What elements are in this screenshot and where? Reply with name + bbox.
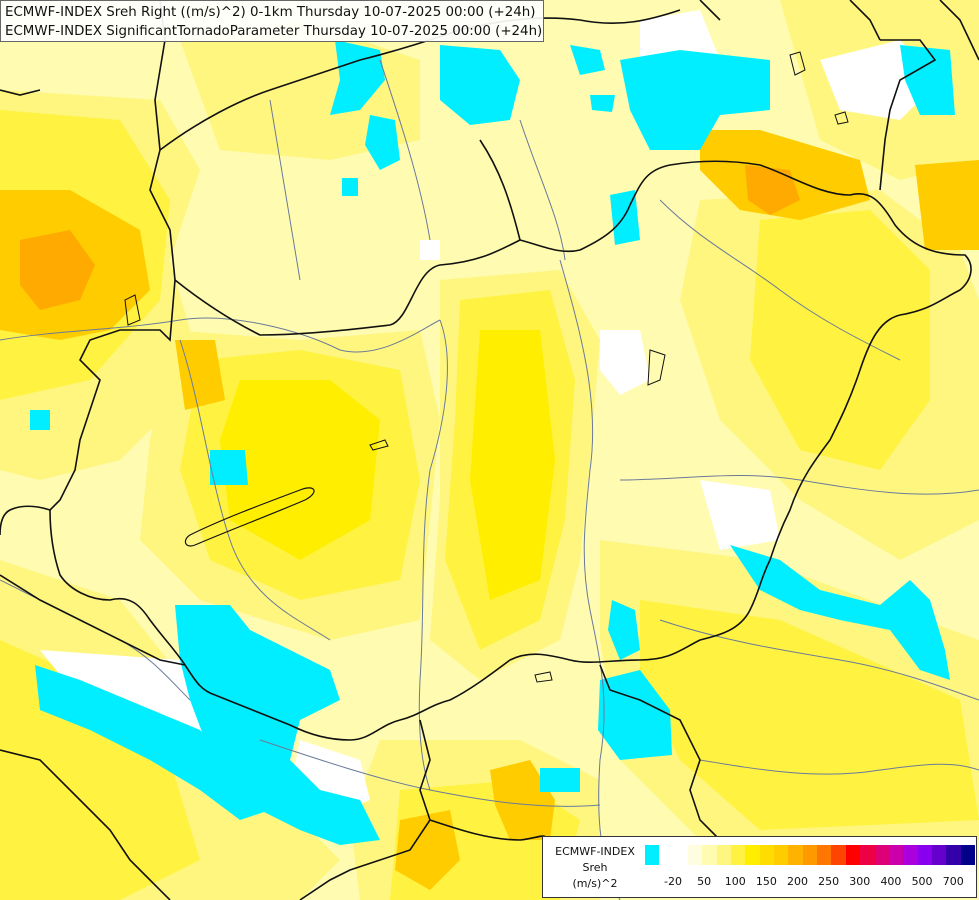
legend-ticks: -20 50 100 150 200 250 300 400 500 700 <box>645 875 975 891</box>
legend-swatch <box>745 845 760 865</box>
legend-swatch <box>731 845 746 865</box>
legend-swatch <box>931 845 947 865</box>
legend-tick-label: 100 <box>724 875 746 888</box>
outline-details <box>124 51 849 683</box>
legend-variable: Sreh <box>582 861 608 874</box>
legend-swatch <box>888 845 904 865</box>
legend-swatch <box>874 845 889 865</box>
legend-tick-label: 200 <box>787 875 809 888</box>
map-title-line2: ECMWF-INDEX SignificantTornadoParameter … <box>5 24 543 39</box>
legend-unit: (m/s)^2 <box>572 877 618 890</box>
legend-tick-label: 500 <box>911 875 933 888</box>
legend-swatch <box>903 845 918 865</box>
legend-swatch <box>917 845 932 865</box>
legend-swatches <box>645 845 975 865</box>
legend-swatch <box>645 845 660 865</box>
legend-swatch <box>845 845 861 865</box>
legend-tick-label: 400 <box>880 875 902 888</box>
color-legend: ECMWF-INDEX Sreh (m/s)^2 -20 50 100 150 200 2… <box>542 836 977 898</box>
legend-swatch <box>946 845 961 865</box>
legend-swatch <box>802 845 818 865</box>
lake-balaton <box>184 487 315 547</box>
legend-swatch <box>788 845 803 865</box>
legend-tick-label: 700 <box>942 875 964 888</box>
legend-tick-label: 150 <box>755 875 777 888</box>
legend-tick-label: 250 <box>818 875 840 888</box>
legend-swatch <box>860 845 875 865</box>
lake-small <box>369 439 389 451</box>
map-title-line1: ECMWF-INDEX Sreh Right ((m/s)^2) 0-1km T… <box>5 5 536 20</box>
orange-zones <box>0 130 979 890</box>
legend-swatch <box>659 845 674 865</box>
map-title-box: ECMWF-INDEX Sreh Right ((m/s)^2) 0-1km T… <box>0 0 544 42</box>
legend-swatch <box>774 845 789 865</box>
legend-tick-label: 300 <box>849 875 871 888</box>
legend-swatch <box>673 845 689 865</box>
legend-swatch <box>759 845 775 865</box>
legend-tick-label: -20 <box>664 875 682 888</box>
legend-model: ECMWF-INDEX <box>555 845 635 858</box>
legend-swatch <box>688 845 703 865</box>
legend-swatch <box>716 845 732 865</box>
legend-swatch <box>817 845 832 865</box>
legend-swatch <box>960 845 975 865</box>
cyan-zones <box>30 40 955 845</box>
legend-swatch <box>831 845 846 865</box>
legend-swatch <box>702 845 717 865</box>
legend-tick-label: 50 <box>697 875 712 888</box>
